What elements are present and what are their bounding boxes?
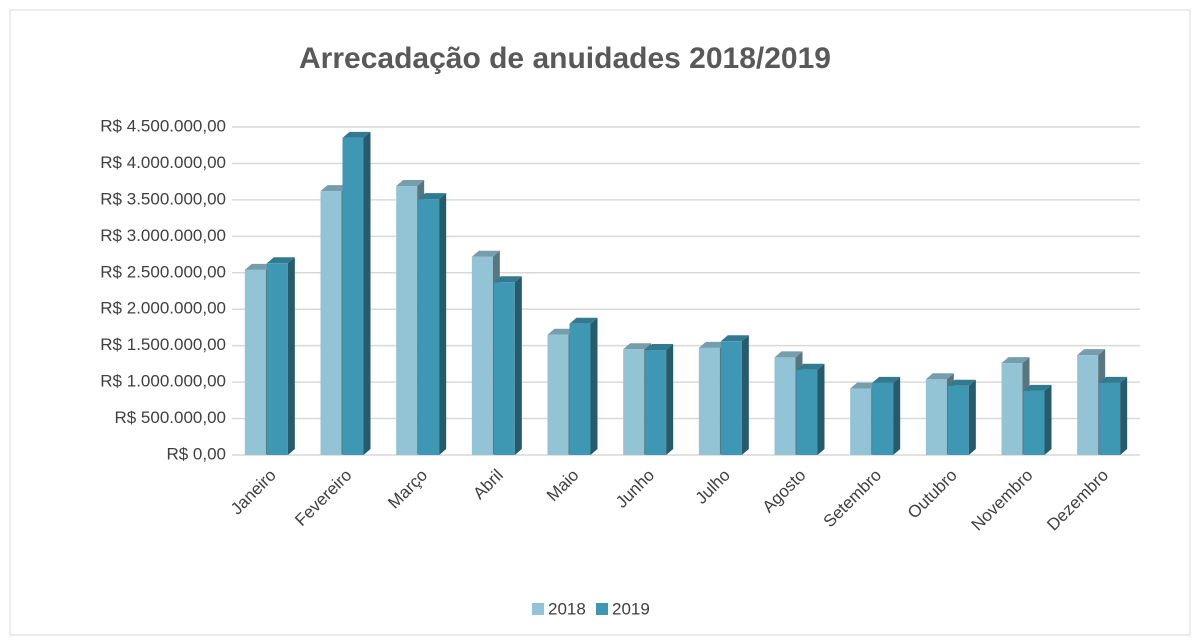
bar-side	[968, 379, 976, 455]
y-tick-label: R$ 0,00	[166, 444, 226, 463]
bar-front	[471, 256, 493, 455]
bar-front	[623, 349, 645, 455]
bar-front	[493, 282, 515, 455]
bar-top	[418, 193, 447, 200]
bar-front	[1099, 382, 1121, 455]
bar-top	[320, 185, 349, 192]
bar-side	[1120, 376, 1128, 455]
bar-top	[547, 328, 576, 335]
y-tick-label: R$ 1.500.000,00	[100, 335, 226, 354]
bar	[342, 131, 371, 455]
legend-swatch	[532, 603, 544, 615]
bar-front	[947, 385, 969, 455]
bar-top	[774, 351, 803, 358]
bar-top	[796, 363, 825, 370]
bar-top	[569, 317, 598, 324]
bar-front	[342, 137, 364, 455]
y-tick-label: R$ 4.500.000,00	[100, 116, 226, 135]
bar	[1099, 376, 1128, 455]
y-tick-label: R$ 3.500.000,00	[100, 189, 226, 208]
bar	[720, 335, 749, 455]
legend-swatch	[596, 603, 608, 615]
bar	[796, 363, 825, 455]
bar-top	[925, 373, 954, 380]
bar-top	[471, 250, 500, 257]
chart-border	[9, 9, 1191, 636]
bar-side	[439, 193, 447, 455]
bar-top	[244, 263, 273, 270]
legend-label: 2018	[548, 599, 586, 618]
bar-top	[1077, 349, 1106, 356]
bar-top	[266, 257, 295, 264]
bar-front	[1077, 355, 1099, 455]
bar-front	[850, 388, 872, 455]
bar-side	[893, 376, 901, 455]
bar-front	[1001, 363, 1023, 455]
bar	[947, 379, 976, 455]
bar-front	[266, 263, 288, 455]
bar-front	[320, 191, 342, 456]
bar-front	[418, 199, 440, 455]
bar-top	[342, 131, 371, 138]
bar-front	[698, 347, 720, 455]
y-tick-label: R$ 1.000.000,00	[100, 372, 226, 391]
bar-front	[569, 323, 591, 455]
bar-side	[817, 363, 825, 455]
bar-front	[774, 357, 796, 455]
bar-side	[1044, 384, 1052, 455]
bar-side	[590, 317, 598, 455]
bar-side	[666, 344, 674, 455]
y-tick-label: R$ 3.000.000,00	[100, 226, 226, 245]
bar-top	[645, 344, 674, 351]
bar-top	[947, 379, 976, 386]
bar	[418, 193, 447, 455]
bar-top	[872, 376, 901, 383]
bar-front	[244, 269, 266, 455]
bar	[645, 344, 674, 455]
bar-front	[396, 186, 418, 456]
bar	[493, 276, 522, 455]
bar-front	[872, 382, 894, 455]
bar-front	[1023, 390, 1045, 455]
bar-top	[396, 180, 425, 187]
bar-top	[1001, 357, 1030, 364]
bar-front	[720, 341, 742, 455]
bar-top	[698, 341, 727, 348]
bar-front	[796, 369, 818, 455]
bar-front	[645, 350, 667, 455]
bar-front	[925, 379, 947, 455]
y-tick-label: R$ 2.000.000,00	[100, 299, 226, 318]
bar	[266, 257, 295, 455]
bar	[1023, 384, 1052, 455]
bar	[569, 317, 598, 455]
bar-side	[514, 276, 522, 455]
y-tick-label: R$ 2.500.000,00	[100, 262, 226, 281]
bar-top	[1023, 384, 1052, 391]
chart-title: Arrecadação de anuidades 2018/2019	[299, 42, 831, 75]
bar-top	[1099, 376, 1128, 383]
y-tick-label: R$ 500.000,00	[114, 408, 226, 427]
bar-side	[287, 257, 295, 455]
bar-top	[623, 343, 652, 350]
bar-side	[363, 131, 371, 455]
bar-side	[741, 335, 749, 455]
legend-label: 2019	[612, 599, 650, 618]
y-tick-label: R$ 4.000.000,00	[100, 153, 226, 172]
bar	[872, 376, 901, 455]
bar-front	[547, 334, 569, 455]
bar-top	[850, 382, 879, 389]
bar-top	[720, 335, 749, 342]
bar-top	[493, 276, 522, 283]
